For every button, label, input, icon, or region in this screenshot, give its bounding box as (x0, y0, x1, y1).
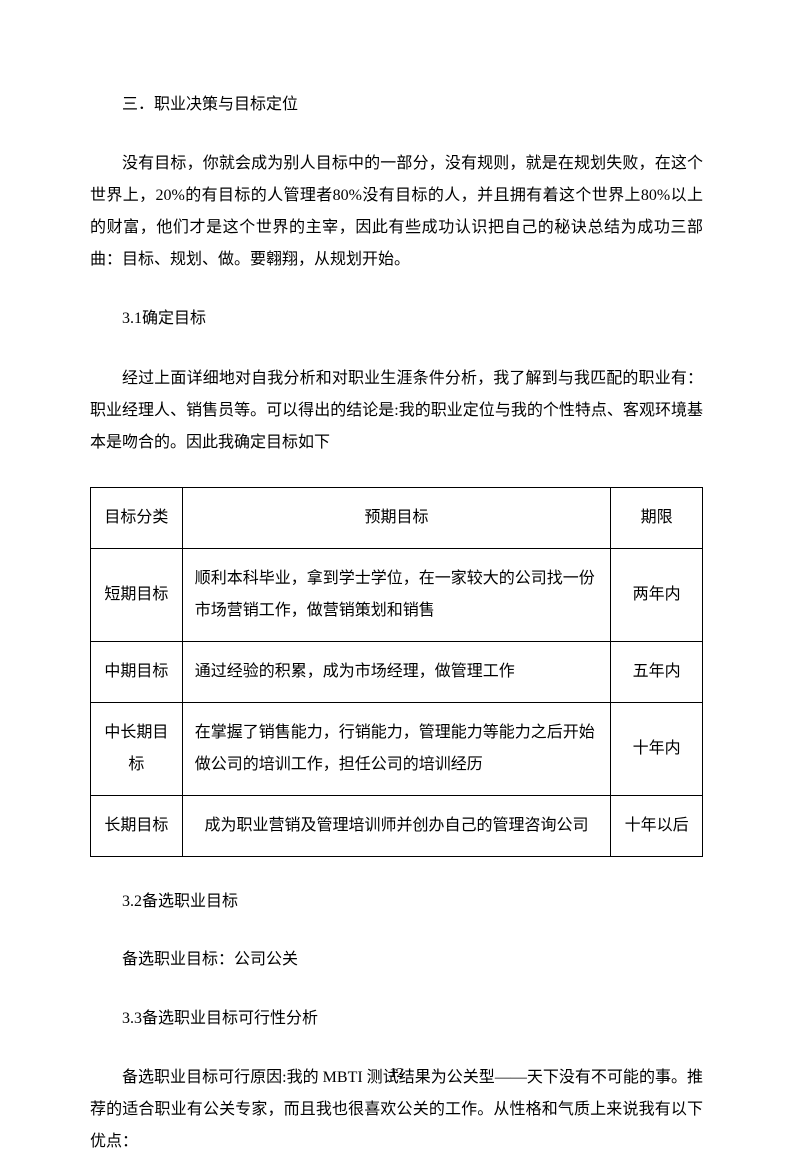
goals-table: 目标分类 预期目标 期限 短期目标 顺利本科毕业，拿到学士学位，在一家较大的公司… (90, 487, 703, 857)
paragraph-3-1: 经过上面详细地对自我分析和对职业生涯条件分析，我了解到与我匹配的职业有：职业经理… (90, 363, 703, 459)
cell-category: 长期目标 (91, 795, 183, 856)
intro-paragraph: 没有目标，你就会成为别人目标中的一部分，没有规则，就是在规划失败，在这个世界上，… (90, 148, 703, 276)
cell-expected: 顺利本科毕业，拿到学士学位，在一家较大的公司找一份市场营销工作，做营销策划和销售 (182, 548, 610, 641)
subheading-3-3: 3.3备选职业目标可行性分析 (90, 1004, 703, 1034)
cell-timeframe: 两年内 (611, 548, 703, 641)
table-row: 长期目标 成为职业营销及管理培训师并创办自己的管理咨询公司 十年以后 (91, 795, 703, 856)
header-category: 目标分类 (91, 487, 183, 548)
cell-expected: 成为职业营销及管理培训师并创办自己的管理咨询公司 (182, 795, 610, 856)
cell-timeframe: 十年以后 (611, 795, 703, 856)
subheading-3-1: 3.1确定目标 (90, 304, 703, 334)
table-row: 短期目标 顺利本科毕业，拿到学士学位，在一家较大的公司找一份市场营销工作，做营销… (91, 548, 703, 641)
section-title: 三．职业决策与目标定位 (90, 90, 703, 120)
header-timeframe: 期限 (611, 487, 703, 548)
header-expected: 预期目标 (182, 487, 610, 548)
cell-category: 中期目标 (91, 641, 183, 702)
paragraph-3-2: 备选职业目标：公司公关 (90, 945, 703, 975)
subheading-3-2: 3.2备选职业目标 (90, 887, 703, 917)
cell-expected: 在掌握了销售能力，行销能力，管理能力等能力之后开始做公司的培训工作，担任公司的培… (182, 702, 610, 795)
table-header-row: 目标分类 预期目标 期限 (91, 487, 703, 548)
cell-expected: 通过经验的积累，成为市场经理，做管理工作 (182, 641, 610, 702)
cell-category: 中长期目标 (91, 702, 183, 795)
page-number: 12 (0, 1066, 793, 1082)
cell-category: 短期目标 (91, 548, 183, 641)
cell-timeframe: 十年内 (611, 702, 703, 795)
table-row: 中长期目标 在掌握了销售能力，行销能力，管理能力等能力之后开始做公司的培训工作，… (91, 702, 703, 795)
cell-timeframe: 五年内 (611, 641, 703, 702)
table-row: 中期目标 通过经验的积累，成为市场经理，做管理工作 五年内 (91, 641, 703, 702)
